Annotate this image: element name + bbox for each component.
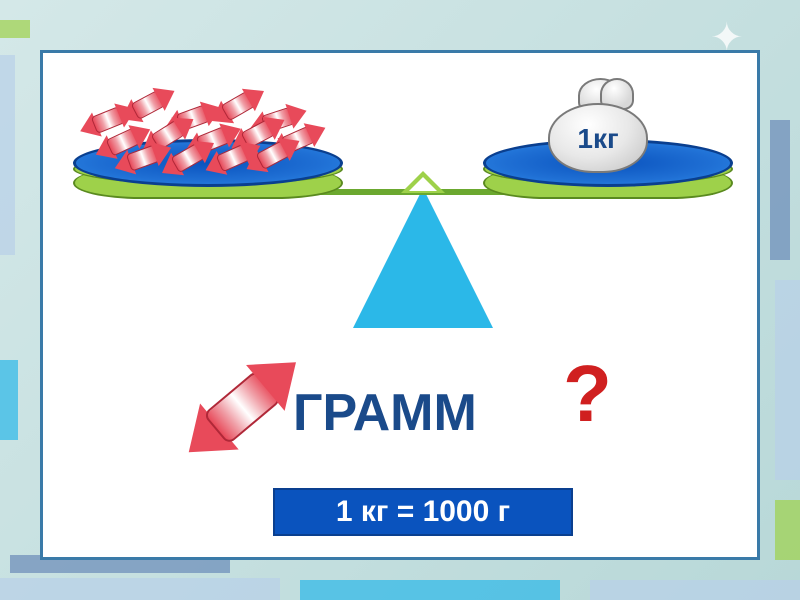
scale-pivot	[401, 171, 445, 193]
bg-decor-rect	[770, 120, 790, 260]
slide-frame: 1кг ГРАММ ? 1 кг = 1000 г	[40, 50, 760, 560]
weight-label: 1кг	[543, 123, 653, 155]
bg-decor-rect	[0, 20, 30, 38]
scale-fulcrum	[353, 188, 493, 328]
bg-decor-rect	[0, 360, 18, 440]
unit-title: ГРАММ	[293, 383, 477, 443]
question-mark: ?	[563, 348, 612, 440]
scale-pan-left	[73, 139, 343, 201]
bg-decor-rect	[0, 55, 15, 255]
bg-decor-rect	[300, 580, 560, 600]
conversion-formula: 1 кг = 1000 г	[273, 488, 573, 536]
weight-bag: 1кг	[543, 78, 653, 173]
bg-decor-rect	[775, 280, 800, 480]
bg-decor-rect	[775, 500, 800, 560]
bg-decor-rect	[0, 578, 280, 600]
bg-decor-rect	[590, 580, 800, 600]
balance-scale: 1кг	[93, 83, 713, 363]
